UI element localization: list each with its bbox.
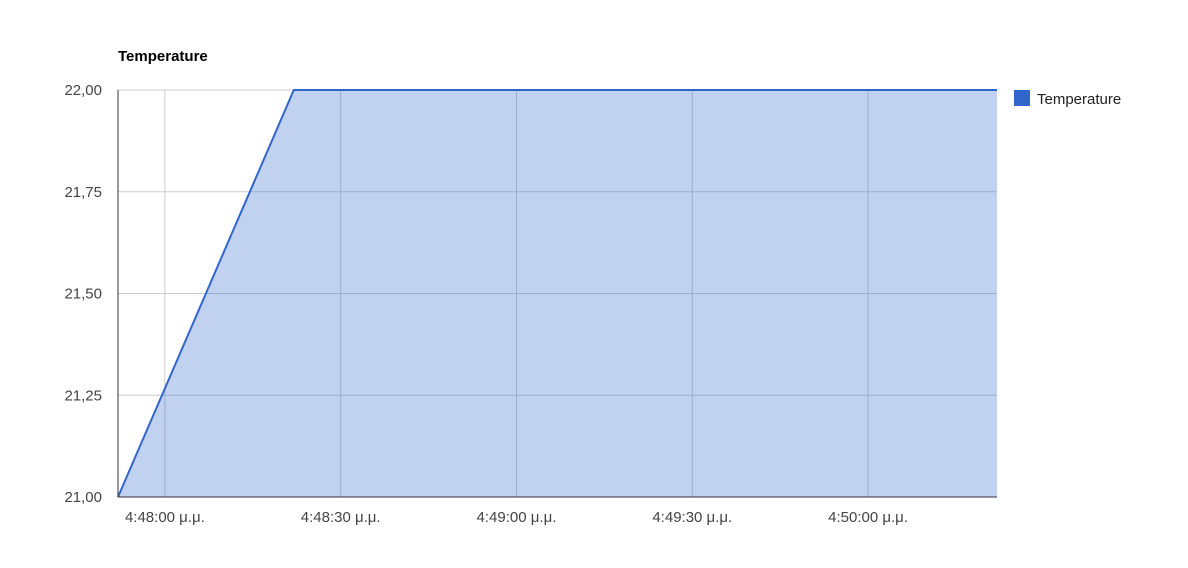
y-tick-label: 21,75 <box>64 184 102 201</box>
legend[interactable]: Temperature <box>1014 90 1121 108</box>
x-tick-label: 4:48:30 μ.μ. <box>301 509 381 526</box>
x-tick-label: 4:49:30 μ.μ. <box>652 509 732 526</box>
y-tick-label: 21,50 <box>64 286 102 303</box>
series-area <box>117 89 997 498</box>
x-tick-label: 4:49:00 μ.μ. <box>477 509 557 526</box>
legend-swatch <box>1014 90 1030 106</box>
chart-title: Temperature <box>118 48 208 65</box>
area-fill <box>118 90 997 497</box>
x-tick-label: 4:48:00 μ.μ. <box>125 509 205 526</box>
y-tick-label: 21,25 <box>64 387 102 404</box>
axes <box>117 90 997 498</box>
series-line <box>117 89 997 498</box>
y-tick-label: 22,00 <box>64 82 102 99</box>
y-axis-ticks: 21,00 21,25 21,50 21,75 22,00 <box>64 82 102 506</box>
y-tick-label: 21,00 <box>64 489 102 506</box>
x-axis-ticks: 4:48:00 μ.μ. 4:48:30 μ.μ. 4:49:00 μ.μ. 4:49… <box>125 509 908 526</box>
legend-label: Temperature <box>1037 91 1121 108</box>
x-tick-label: 4:50:00 μ.μ. <box>828 509 908 526</box>
